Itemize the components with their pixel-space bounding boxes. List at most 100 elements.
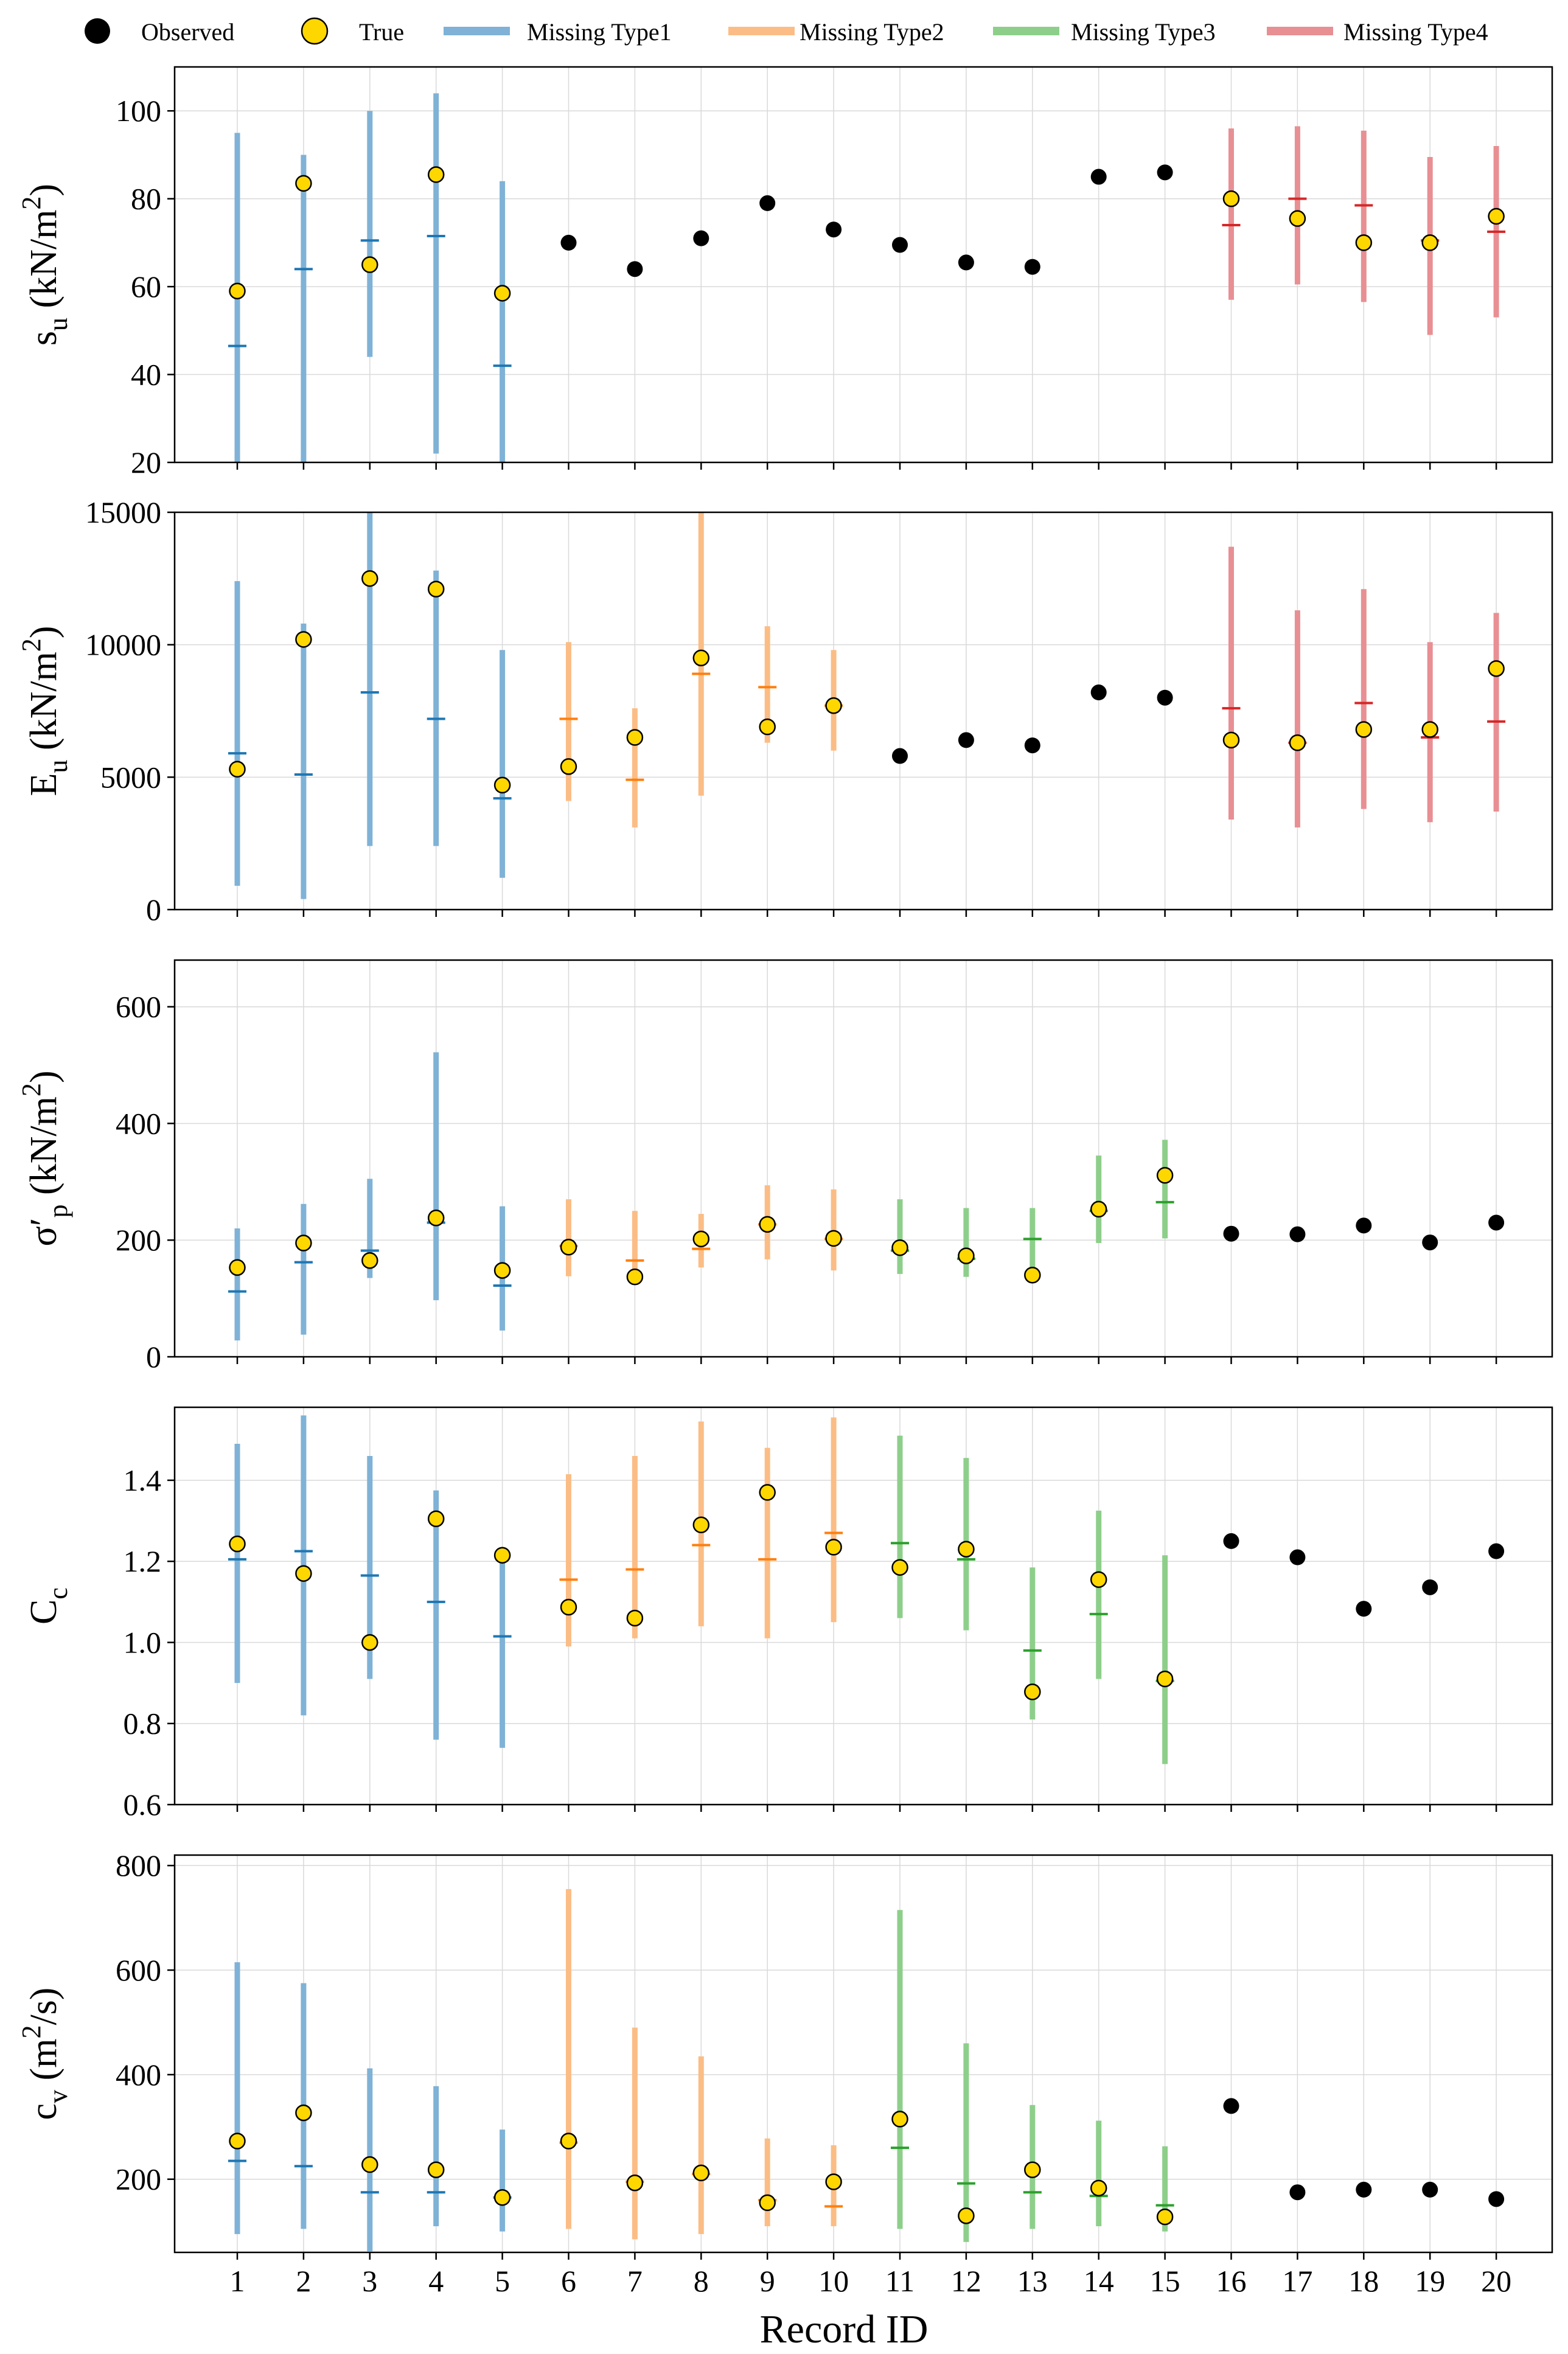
true-point-13 bbox=[1024, 2161, 1041, 2178]
true-point-5 bbox=[493, 1262, 511, 1279]
y-tick-label: 40 bbox=[131, 358, 161, 392]
x-tick-label: 13 bbox=[1017, 2264, 1048, 2298]
x-tick-label: 10 bbox=[818, 2264, 849, 2298]
observed-point-17 bbox=[1289, 2184, 1306, 2201]
true-point-8 bbox=[692, 1516, 710, 1533]
y-axis-label: σ′p (kN/m2) bbox=[16, 1070, 73, 1246]
legend-type2-label: Missing Type2 bbox=[800, 18, 944, 46]
true-point-10 bbox=[825, 1230, 842, 1247]
panel-2: 0 5000 10000 15000 Eu (kN/m2) bbox=[16, 495, 1553, 927]
panel-frame bbox=[173, 66, 1553, 464]
true-point-3 bbox=[361, 570, 378, 587]
true-point-20 bbox=[1488, 207, 1505, 225]
true-point-12 bbox=[958, 1247, 975, 1264]
x-tick-label: 14 bbox=[1084, 2264, 1114, 2298]
observed-point-13 bbox=[1024, 737, 1040, 754]
y-tick-label: 800 bbox=[116, 1848, 161, 1882]
true-point-4 bbox=[427, 2161, 445, 2178]
observed-point-18 bbox=[1356, 1601, 1372, 1617]
y-tick-label: 600 bbox=[116, 990, 161, 1024]
true-point-4 bbox=[427, 1510, 445, 1527]
true-point-6 bbox=[560, 1598, 577, 1616]
true-point-20 bbox=[1488, 660, 1505, 677]
true-point-11 bbox=[891, 1559, 908, 1576]
panel-frame bbox=[173, 1406, 1553, 1806]
observed-point-17 bbox=[1289, 1226, 1306, 1242]
y-tick-label: 60 bbox=[131, 270, 161, 304]
observed-point-16 bbox=[1223, 2098, 1239, 2114]
y-tick-label: 1.4 bbox=[124, 1463, 162, 1497]
y-tick-label: 0 bbox=[146, 893, 161, 927]
panel-4: 0.6 0.8 1.0 1.2 1.4 Cc bbox=[23, 1406, 1553, 1822]
true-point-6 bbox=[560, 1238, 577, 1256]
true-point-18 bbox=[1355, 721, 1373, 738]
y-tick-label: 400 bbox=[116, 1106, 161, 1140]
x-tick-label: 20 bbox=[1481, 2264, 1511, 2298]
y-axis-label: su (kN/m2) bbox=[16, 184, 73, 346]
x-tick-label: 19 bbox=[1415, 2264, 1445, 2298]
y-tick-label: 20 bbox=[131, 445, 161, 479]
true-point-18 bbox=[1355, 234, 1373, 251]
x-tick-label: 9 bbox=[760, 2264, 775, 2298]
true-point-10 bbox=[825, 697, 842, 714]
legend-observed-label: Observed bbox=[141, 18, 234, 46]
true-point-16 bbox=[1222, 731, 1240, 749]
y-tick-label: 1.0 bbox=[124, 1625, 162, 1659]
observed-point-6 bbox=[560, 234, 577, 251]
true-point-1 bbox=[229, 2133, 246, 2150]
y-tick-label: 0.8 bbox=[124, 1707, 162, 1741]
observed-point-16 bbox=[1223, 1533, 1239, 1549]
true-point-2 bbox=[295, 631, 312, 648]
x-tick-label: 8 bbox=[694, 2264, 709, 2298]
true-point-8 bbox=[692, 649, 710, 667]
observed-point-12 bbox=[958, 254, 974, 271]
y-tick-label: 0.6 bbox=[124, 1788, 162, 1822]
observed-point-13 bbox=[1024, 259, 1040, 275]
true-point-6 bbox=[560, 758, 577, 775]
true-point-1 bbox=[229, 282, 246, 300]
true-point-5 bbox=[493, 1547, 511, 1564]
true-point-1 bbox=[229, 761, 246, 778]
true-point-9 bbox=[759, 1484, 776, 1501]
legend-observed-marker bbox=[85, 18, 110, 44]
x-tick-label: 2 bbox=[296, 2264, 311, 2298]
x-tick-label: 16 bbox=[1216, 2264, 1247, 2298]
true-point-9 bbox=[759, 1216, 776, 1233]
true-point-12 bbox=[958, 1541, 975, 1558]
true-point-3 bbox=[361, 1634, 378, 1651]
panel-frame bbox=[173, 959, 1553, 1358]
true-point-3 bbox=[361, 2156, 378, 2173]
legend-type3-label: Missing Type3 bbox=[1071, 18, 1216, 46]
x-tick-label: 12 bbox=[951, 2264, 981, 2298]
true-point-5 bbox=[493, 285, 511, 302]
true-point-7 bbox=[626, 729, 644, 746]
legend-true-marker bbox=[301, 17, 329, 45]
x-tick-label: 15 bbox=[1150, 2264, 1180, 2298]
y-axis-label: Eu (kN/m2) bbox=[16, 626, 73, 796]
true-point-19 bbox=[1421, 721, 1438, 738]
x-tick-label: 3 bbox=[362, 2264, 377, 2298]
true-point-7 bbox=[626, 1268, 644, 1286]
observed-point-9 bbox=[759, 195, 776, 211]
x-tick-label: 1 bbox=[230, 2264, 245, 2298]
x-axis-label: Record ID bbox=[760, 2307, 929, 2352]
y-tick-label: 5000 bbox=[100, 760, 161, 794]
true-point-9 bbox=[759, 718, 776, 736]
y-tick-label: 400 bbox=[116, 2058, 161, 2092]
true-point-1 bbox=[229, 1259, 246, 1276]
true-point-8 bbox=[692, 1230, 710, 1248]
observed-point-19 bbox=[1422, 1234, 1438, 1251]
observed-point-16 bbox=[1223, 1225, 1239, 1242]
observed-point-19 bbox=[1422, 1579, 1438, 1595]
x-tick-label: 18 bbox=[1348, 2264, 1379, 2298]
observed-point-14 bbox=[1090, 684, 1107, 701]
true-point-11 bbox=[891, 1239, 908, 1256]
true-point-3 bbox=[361, 256, 378, 273]
true-point-2 bbox=[295, 175, 312, 192]
panel-1: 20 40 60 80 100 su (kN/m2) bbox=[16, 66, 1553, 479]
observed-point-15 bbox=[1157, 689, 1173, 706]
true-point-13 bbox=[1024, 1267, 1041, 1284]
true-point-7 bbox=[626, 1609, 644, 1627]
